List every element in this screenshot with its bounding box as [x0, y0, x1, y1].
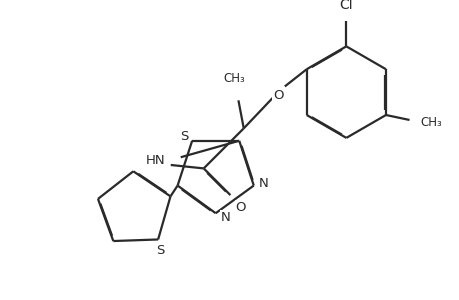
Text: O: O — [235, 201, 246, 214]
Text: N: N — [220, 211, 230, 224]
Text: HN: HN — [145, 154, 164, 167]
Text: S: S — [156, 244, 164, 257]
Text: N: N — [258, 177, 268, 190]
Text: O: O — [272, 89, 283, 102]
Text: CH₃: CH₃ — [223, 72, 245, 85]
Text: Cl: Cl — [339, 0, 353, 12]
Text: S: S — [180, 130, 188, 143]
Text: CH₃: CH₃ — [420, 116, 442, 129]
